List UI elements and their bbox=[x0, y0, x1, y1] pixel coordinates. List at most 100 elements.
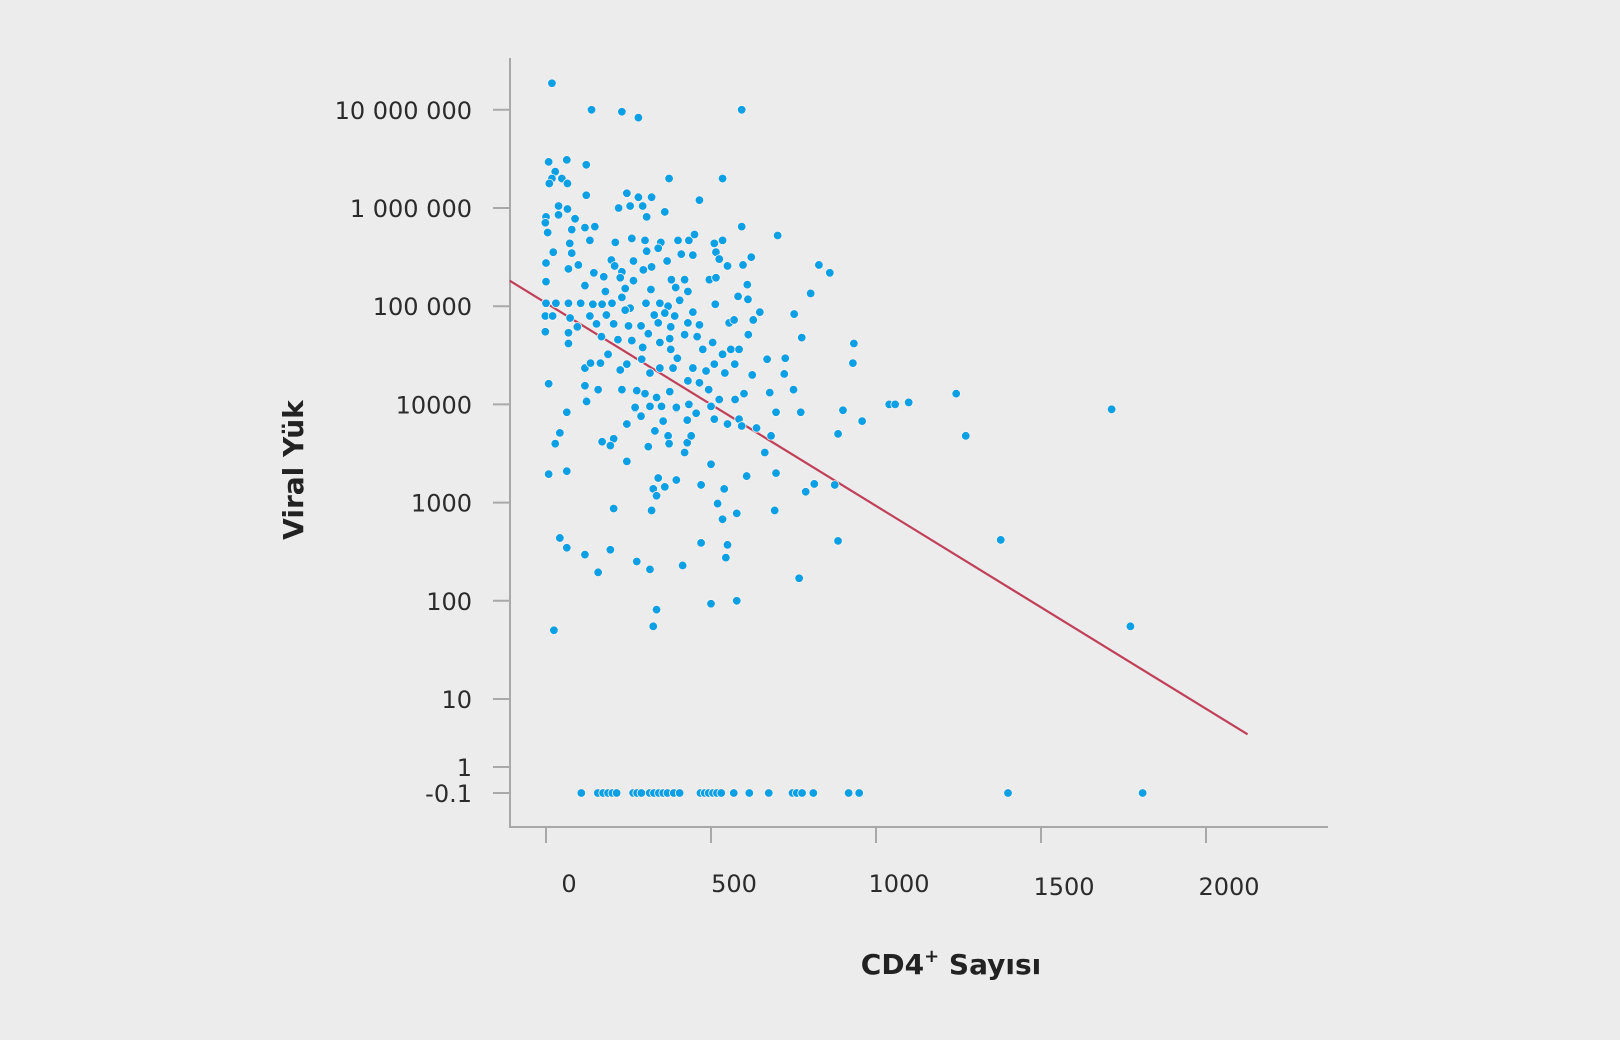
data-point bbox=[660, 308, 670, 318]
data-point bbox=[563, 328, 574, 338]
data-point bbox=[543, 379, 554, 389]
data-point bbox=[789, 309, 799, 319]
data-point bbox=[640, 235, 650, 246]
data-point bbox=[646, 192, 657, 202]
data-point bbox=[830, 480, 840, 490]
data-point bbox=[709, 414, 720, 424]
data-point bbox=[682, 415, 692, 425]
data-point bbox=[706, 599, 716, 609]
data-point bbox=[562, 543, 572, 553]
data-point bbox=[833, 429, 843, 439]
y-tick-label: 1 bbox=[457, 754, 472, 782]
data-point bbox=[814, 260, 824, 270]
y-tick-label: -0.1 bbox=[425, 780, 472, 808]
data-point bbox=[688, 363, 698, 373]
data-point bbox=[751, 423, 762, 433]
y-tick-label: 10000 bbox=[396, 391, 472, 419]
data-point bbox=[671, 475, 682, 485]
data-point bbox=[696, 480, 706, 490]
data-point bbox=[562, 407, 572, 417]
data-point bbox=[903, 397, 914, 408]
x-tick-label: 1000 bbox=[868, 870, 929, 898]
data-point bbox=[672, 353, 683, 363]
data-point bbox=[736, 221, 747, 232]
data-point bbox=[555, 428, 565, 438]
data-point bbox=[722, 261, 733, 271]
data-point bbox=[622, 188, 632, 198]
data-point bbox=[580, 549, 590, 560]
data-point-undetectable bbox=[1137, 788, 1148, 798]
data-point bbox=[738, 260, 748, 270]
data-point bbox=[570, 214, 580, 224]
data-point bbox=[848, 358, 858, 368]
data-point bbox=[617, 292, 627, 303]
y-tick-label: 1 000 000 bbox=[350, 195, 472, 223]
data-point bbox=[622, 359, 632, 369]
data-point bbox=[645, 401, 655, 412]
data-point bbox=[707, 337, 718, 348]
data-point bbox=[567, 248, 577, 258]
data-point bbox=[677, 560, 688, 571]
data-point bbox=[691, 408, 701, 418]
data-point-undetectable bbox=[716, 788, 726, 798]
data-point bbox=[617, 384, 627, 395]
y-tick-label: 100 bbox=[426, 588, 472, 616]
data-point bbox=[622, 456, 632, 467]
data-point bbox=[732, 508, 742, 519]
data-point bbox=[550, 438, 560, 449]
y-axis-title: Viral Yük bbox=[277, 399, 310, 540]
data-point bbox=[796, 407, 806, 417]
data-point bbox=[772, 230, 783, 241]
regression-line-layer bbox=[509, 279, 1249, 736]
axes bbox=[493, 58, 1328, 843]
data-point bbox=[664, 438, 674, 449]
data-point bbox=[627, 233, 637, 244]
data-point bbox=[683, 318, 693, 328]
data-point bbox=[580, 280, 590, 291]
data-point bbox=[651, 392, 662, 403]
data-point bbox=[613, 334, 623, 345]
data-point bbox=[637, 342, 648, 353]
data-point bbox=[788, 384, 799, 395]
data-point bbox=[638, 265, 649, 275]
data-point bbox=[636, 411, 646, 421]
data-point bbox=[547, 311, 558, 321]
x-tick-label: 2000 bbox=[1198, 873, 1259, 901]
data-point bbox=[637, 354, 647, 364]
data-point bbox=[645, 368, 655, 378]
data-point bbox=[890, 399, 900, 410]
data-point bbox=[615, 365, 625, 375]
data-point bbox=[589, 268, 599, 278]
data-point-undetectable bbox=[797, 788, 807, 798]
data-point bbox=[670, 282, 681, 293]
data-point bbox=[585, 311, 595, 321]
data-point bbox=[562, 204, 573, 214]
data-point bbox=[590, 221, 600, 232]
data-point bbox=[664, 173, 674, 184]
data-point bbox=[769, 505, 780, 516]
data-point bbox=[593, 567, 603, 578]
data-point bbox=[605, 545, 616, 555]
data-point bbox=[641, 212, 652, 222]
data-point bbox=[543, 157, 554, 167]
data-point bbox=[686, 431, 696, 441]
data-point bbox=[779, 369, 789, 379]
data-point bbox=[694, 378, 705, 388]
data-point bbox=[720, 368, 730, 378]
data-point bbox=[617, 107, 627, 117]
data-point-undetectable bbox=[636, 788, 647, 798]
data-point bbox=[719, 484, 729, 494]
data-point bbox=[825, 268, 835, 278]
data-point bbox=[717, 173, 728, 184]
data-point bbox=[572, 322, 583, 332]
data-point bbox=[585, 358, 596, 368]
data-point bbox=[646, 284, 656, 295]
x-tick-label: 500 bbox=[711, 870, 757, 898]
data-point bbox=[734, 344, 744, 355]
x-tick-label: 0 bbox=[561, 870, 576, 898]
data-point bbox=[581, 190, 591, 200]
data-point bbox=[849, 338, 859, 349]
data-point bbox=[655, 298, 665, 308]
